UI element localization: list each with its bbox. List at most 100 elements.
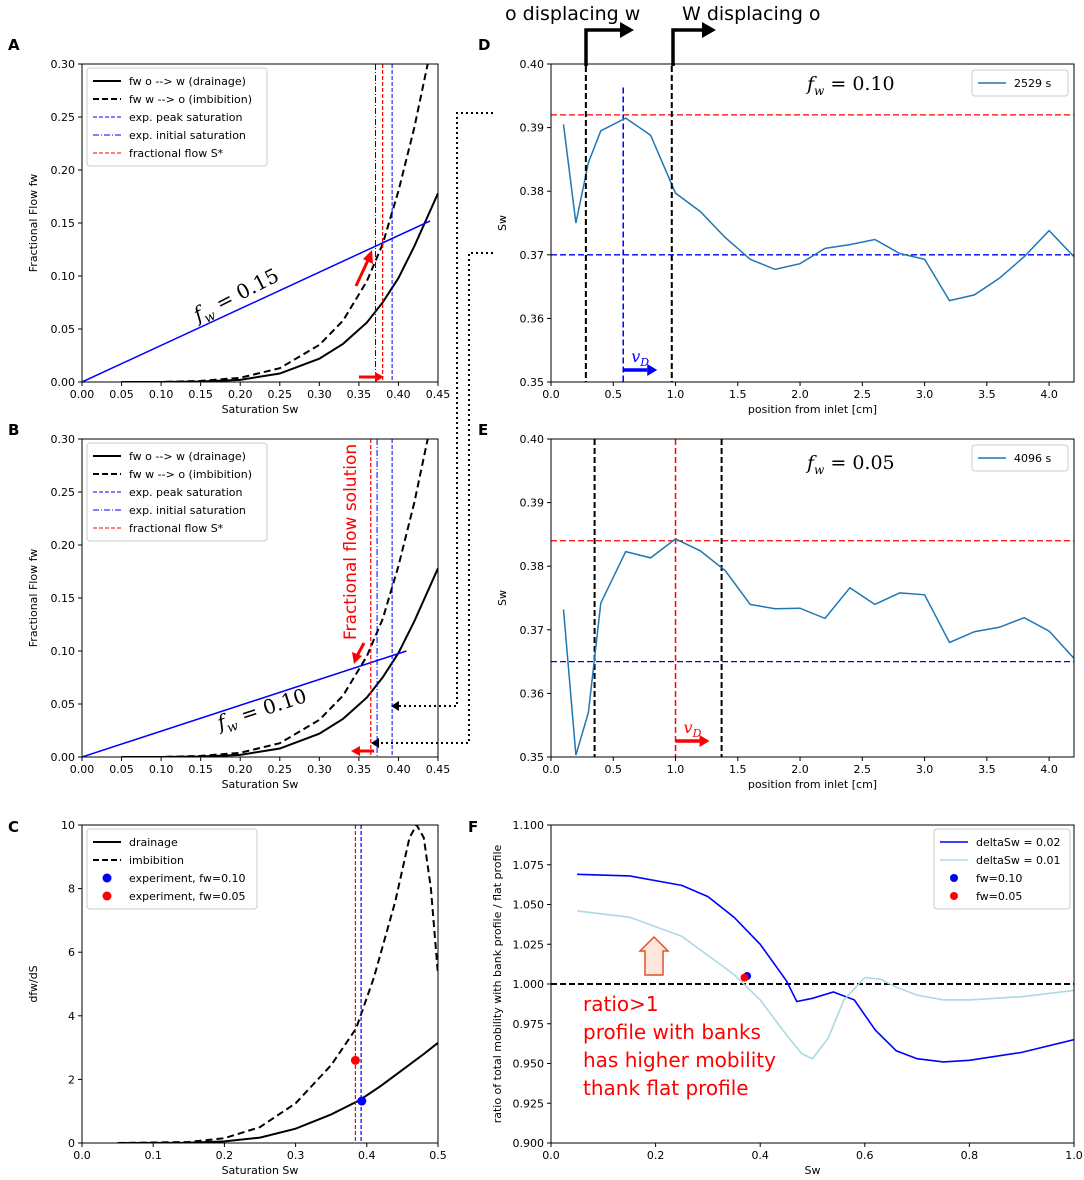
y-axis-label: Fractional Flow fw [27, 549, 40, 647]
x-tick-label: 0.5 [429, 1149, 447, 1162]
x-axis-label: Sw [805, 1164, 821, 1177]
legend-box [86, 828, 258, 910]
x-tick-label: 0.25 [268, 763, 293, 776]
y-tick-label: 0.15 [51, 217, 76, 230]
x-tick-label: 0.40 [386, 763, 411, 776]
fractional-flow-solution-label: Fractional flow solution [341, 444, 361, 640]
fw-annotation: fw = 0.05 [805, 452, 895, 477]
x-tick-label: 0.4 [358, 1149, 376, 1162]
panel-d: 0.0 0.5 1.0 1.5 2.0 2.5 3.0 3.5 4.0 0.35 0.36 0.37 0… [496, 58, 1075, 416]
x-tick-label: 0.20 [228, 763, 253, 776]
up-arrow [638, 935, 670, 976]
panel-label-d: D [478, 36, 490, 54]
fw-value: = 0.15 [206, 263, 283, 318]
x-axis-label: position from inlet [cm] [748, 403, 877, 416]
legend-label: exp. peak saturation [129, 486, 243, 499]
header-right-label: W displacing o [682, 3, 821, 25]
x-tick-label: 0.2 [216, 1149, 234, 1162]
connector-d-head [391, 701, 399, 711]
legend-label: deltaSw = 0.02 [976, 836, 1061, 849]
fw-subscript: w [814, 463, 825, 477]
y-tick-label: 0.36 [520, 312, 545, 325]
y-tick-label: 6 [68, 946, 75, 959]
header-left-arrowhead [620, 22, 634, 38]
y-tick-label: 0.975 [513, 1018, 545, 1031]
plot-area [117, 825, 438, 1143]
x-tick-label: 1.5 [729, 763, 747, 776]
legend-box [86, 442, 268, 542]
x-tick-label: 3.5 [978, 388, 996, 401]
x-axis-label: Saturation Sw [222, 403, 299, 416]
deltasw-002-curve [577, 873, 1074, 1063]
x-tick-label: 3.0 [916, 763, 934, 776]
drainage-curve [117, 1042, 438, 1143]
y-tick-label: 0.25 [51, 111, 76, 124]
legend-box [971, 444, 1069, 472]
x-tick-label: 0.0 [73, 1149, 91, 1162]
y-tick-label: 1.075 [513, 859, 545, 872]
vd-arrowhead [699, 735, 710, 747]
red-arrowhead [363, 250, 373, 264]
y-tick-label: 0.39 [520, 122, 545, 135]
y-tick-label: 0.30 [51, 58, 76, 71]
vd-subscript: D [639, 356, 649, 369]
x-tick-label: 0.6 [856, 1149, 874, 1162]
y-tick-label: 1.100 [513, 819, 545, 832]
x-tick-label: 1.0 [667, 763, 685, 776]
x-tick-label: 1.0 [1065, 1149, 1083, 1162]
legend-label: 2529 s [1014, 77, 1051, 90]
red-arrow [354, 257, 371, 287]
header-left-arrow [584, 28, 622, 66]
fw-value: = 0.10 [824, 73, 894, 95]
y-tick-label: 1.000 [513, 978, 545, 991]
y-tick-label: 0.30 [51, 433, 76, 446]
plot-frame [550, 63, 1075, 383]
y-tick-label: 0.00 [51, 751, 76, 764]
x-tick-label: 0.15 [188, 763, 213, 776]
x-tick-label: 2.0 [791, 763, 809, 776]
y-tick-label: 0.39 [520, 497, 545, 510]
header-left-label: o displacing w [505, 3, 640, 25]
ratio-annotation: profile with banks [583, 1020, 761, 1044]
y-tick-label: 0.40 [520, 58, 545, 71]
x-tick-label: 0.05 [109, 388, 134, 401]
ratio-annotation: thank flat profile [583, 1076, 749, 1100]
y-tick-label: 0.37 [520, 249, 545, 262]
y-axis-label: Sw [496, 590, 509, 606]
red-arrowhead-h [375, 372, 384, 382]
x-tick-label: 0.25 [268, 388, 293, 401]
experiment-point-fw010 [357, 1096, 367, 1106]
experiment-point-fw005 [350, 1055, 360, 1065]
header-right-arrow [671, 28, 704, 66]
x-tick-label: 0.00 [70, 763, 95, 776]
fw-value: = 0.10 [232, 683, 310, 729]
legend-label: fw w --> o (imbibition) [129, 468, 252, 481]
legend-label: 4096 s [1014, 452, 1051, 465]
imbibition-curve [117, 825, 438, 1143]
legend-label: fractional flow S* [129, 522, 224, 535]
x-tick-label: 0.45 [426, 763, 451, 776]
connector-d [393, 112, 493, 707]
x-tick-label: 0.40 [386, 388, 411, 401]
y-tick-label: 0.05 [51, 323, 76, 336]
legend-label: fw=0.10 [976, 872, 1022, 885]
fw-line [82, 220, 431, 382]
panel-c: 0.0 0.1 0.2 0.3 0.4 0.5 0 2 4 6 8 10 Saturation Sw df… [27, 819, 447, 1177]
y-tick-label: 0.20 [51, 539, 76, 552]
panel-label-e: E [478, 421, 488, 439]
legend-label: fw o --> w (drainage) [129, 75, 246, 88]
y-tick-label: 0.10 [51, 645, 76, 658]
x-tick-label: 0.00 [70, 388, 95, 401]
y-tick-label: 0.20 [51, 164, 76, 177]
panel-e: 0.0 0.5 1.0 1.5 2.0 2.5 3.0 3.5 4.0 0.35 0.36 0.37 0… [496, 433, 1075, 791]
y-axis-label: Sw [496, 215, 509, 231]
x-tick-label: 0.2 [647, 1149, 665, 1162]
x-tick-label: 0.10 [149, 388, 174, 401]
y-tick-label: 1.050 [513, 899, 545, 912]
legend-label: deltaSw = 0.01 [976, 854, 1061, 867]
x-tick-label: 0.30 [307, 388, 332, 401]
x-tick-label: 0.4 [751, 1149, 769, 1162]
legend-label: fw w --> o (imbibition) [129, 93, 252, 106]
x-axis-label: Saturation Sw [222, 778, 299, 791]
